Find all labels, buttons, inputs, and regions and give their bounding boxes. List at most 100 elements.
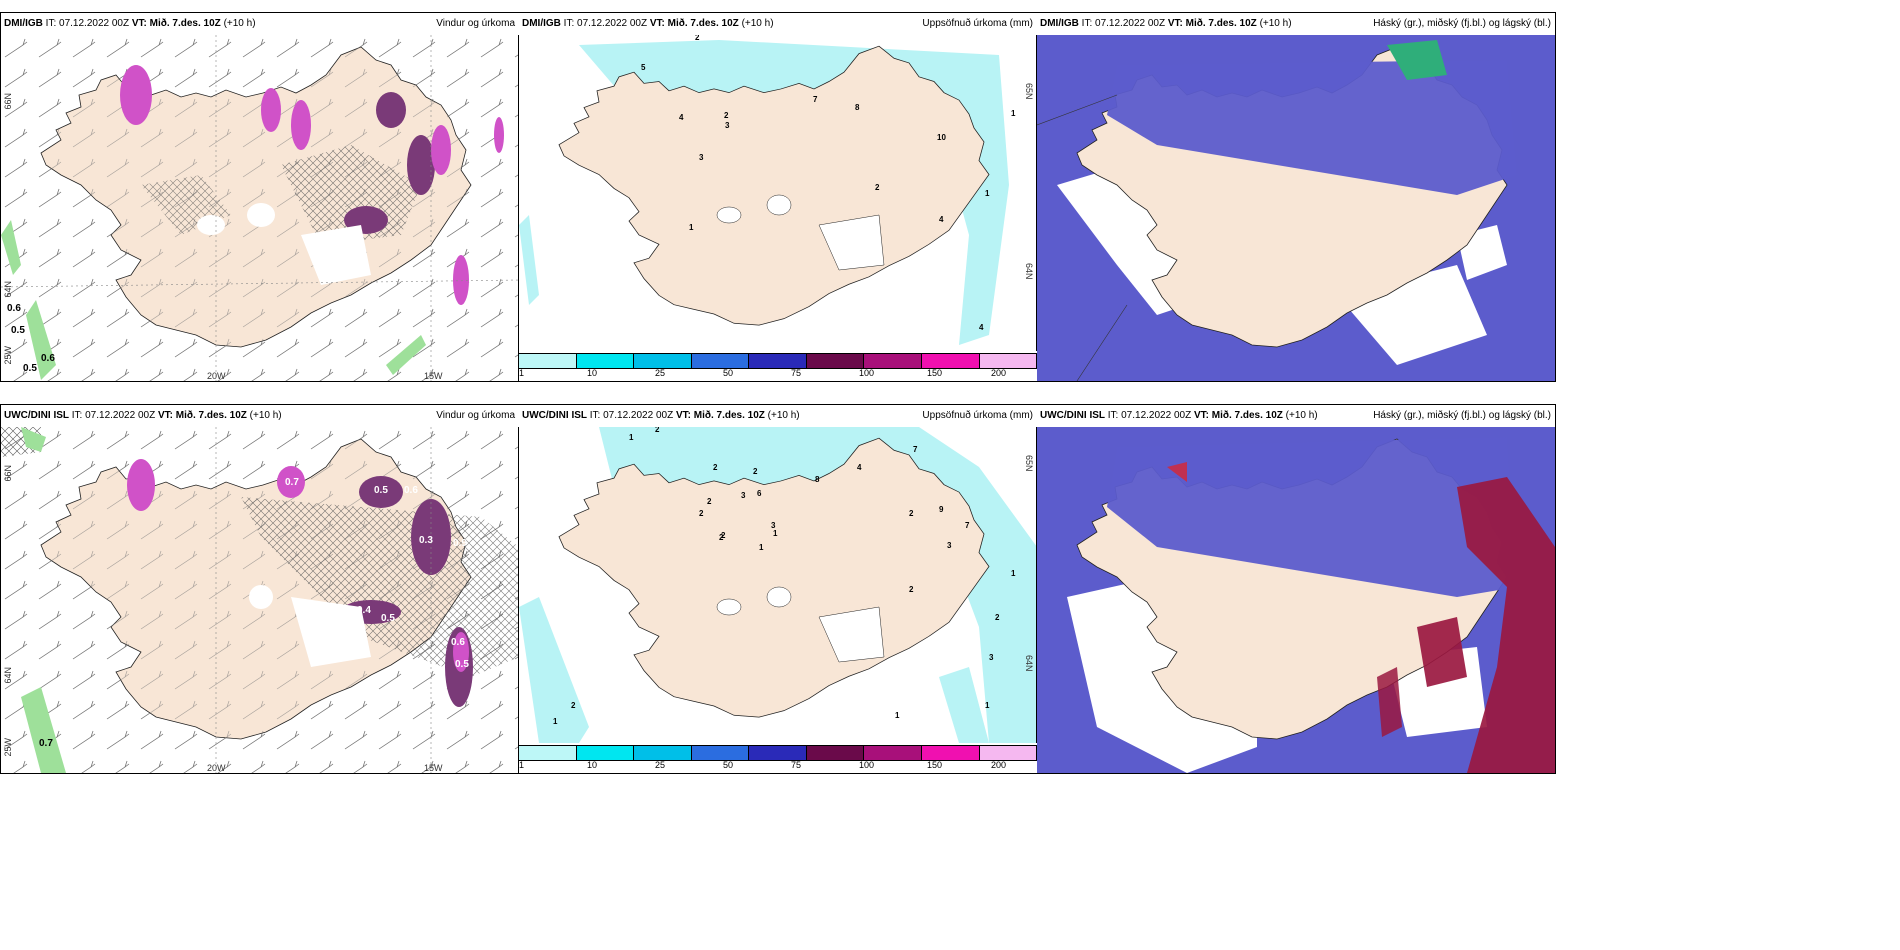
- value-label: 0.6: [7, 303, 21, 314]
- model-name: DMI/IGB: [4, 18, 43, 29]
- colorbar-swatches: [519, 353, 1037, 369]
- panel-wind-precip-uwc: UWC/DINI ISL IT: 07.12.2022 00Z VT: Mið.…: [0, 404, 520, 774]
- colorbar-label: 200: [991, 760, 1007, 770]
- colorbar-label: 100: [859, 760, 875, 770]
- panel-header: DMI/IGB IT: 07.12.2022 00Z VT: Mið. 7.de…: [519, 13, 1037, 35]
- value-label: 0.5: [455, 659, 469, 670]
- panel-header: UWC/DINI ISL IT: 07.12.2022 00Z VT: Mið.…: [1037, 405, 1555, 427]
- colorbar-swatch: [749, 354, 807, 368]
- value-label: 4: [679, 113, 684, 122]
- init-time: 07.12.2022 00Z: [85, 410, 156, 421]
- it-label: IT:: [1107, 410, 1119, 421]
- colorbar-label: 150: [927, 760, 943, 770]
- value-label: 9: [939, 505, 944, 514]
- value-label: 0.7: [285, 477, 299, 488]
- init-time: 07.12.2022 00Z: [1121, 410, 1192, 421]
- value-label: 7: [965, 521, 970, 530]
- init-time: 07.12.2022 00Z: [603, 410, 674, 421]
- lat-label: 65N: [1024, 455, 1034, 472]
- value-label: 2: [699, 509, 704, 518]
- panel-header: DMI/IGB IT: 07.12.2022 00Z VT: Mið. 7.de…: [1037, 13, 1555, 35]
- value-label: 4: [939, 215, 944, 224]
- precip-colorbar: 1 10 25 50 75 100 150 200 400: [519, 743, 1037, 773]
- colorbar-label: 25: [655, 368, 666, 378]
- colorbar-label: 1: [519, 368, 525, 378]
- value-label: 3: [947, 541, 952, 550]
- value-label: 2: [695, 33, 700, 42]
- value-label: 1: [689, 223, 694, 232]
- wind-precip-map: [1, 427, 519, 773]
- value-label: 3: [699, 153, 704, 162]
- colorbar-swatch: [519, 746, 577, 760]
- vt-label: VT:: [157, 410, 173, 421]
- value-label: 3: [989, 653, 994, 662]
- colorbar-swatch: [691, 354, 750, 368]
- colorbar-label: 10: [587, 760, 598, 770]
- map-area: [1, 427, 519, 773]
- it-label: IT:: [1081, 18, 1093, 29]
- map-area: [1, 35, 519, 381]
- value-label: 1: [629, 433, 634, 442]
- lon-label-15w: 15W: [424, 763, 443, 773]
- vt-label: VT:: [1167, 18, 1183, 29]
- value-label: 8: [815, 475, 820, 484]
- value-label: 1: [895, 711, 900, 720]
- colorbar-label: 25: [655, 760, 666, 770]
- valid-time: Mið. 7.des. 10Z: [1211, 410, 1283, 421]
- map-area: [519, 35, 1037, 351]
- value-label: 1: [553, 717, 558, 726]
- lon-label-25w: 25W: [3, 346, 13, 365]
- valid-time: Mið. 7.des. 10Z: [175, 410, 247, 421]
- value-label: 3: [771, 521, 776, 530]
- panel-title: Háský (gr.), miðský (fj.bl.) og lágský (…: [1373, 18, 1551, 29]
- it-label: IT:: [45, 18, 57, 29]
- lat-label: 64N: [1024, 263, 1034, 280]
- value-label: 0.6: [451, 637, 465, 648]
- panel-title: Uppsöfnuð úrkoma (mm): [922, 410, 1033, 421]
- it-label: IT:: [589, 410, 601, 421]
- colorbar-swatch: [519, 354, 577, 368]
- colorbar-label: 50: [723, 368, 734, 378]
- lat-label: 65N: [1024, 83, 1034, 100]
- colorbar-swatch: [634, 746, 692, 760]
- value-label: 0.5: [374, 485, 388, 496]
- value-label: 1: [985, 701, 990, 710]
- lead-time: (+10 h): [249, 410, 282, 421]
- lat-label-66n: 66N: [3, 93, 13, 110]
- vt-label: VT:: [675, 410, 691, 421]
- value-label: 7: [813, 95, 818, 104]
- value-label: 0.5: [23, 363, 37, 374]
- value-label: 0.7: [39, 738, 53, 749]
- value-label: 2: [721, 531, 726, 540]
- clouds-map: [1037, 427, 1555, 773]
- lon-label-20w: 20W: [207, 371, 226, 381]
- lat-label-66n: 66N: [3, 465, 13, 482]
- vt-label: VT:: [131, 18, 147, 29]
- value-label: 2: [571, 701, 576, 710]
- value-label: 8: [855, 103, 860, 112]
- value-label: 10: [937, 133, 946, 142]
- value-label: 2: [875, 183, 880, 192]
- value-label: 0.9: [453, 538, 467, 549]
- colorbar-label: 200: [991, 368, 1007, 378]
- accum-precip-map: [519, 35, 1037, 351]
- valid-time: Mið. 7.des. 10Z: [693, 410, 765, 421]
- colorbar-swatch: [806, 354, 865, 368]
- colorbar-swatches: [519, 745, 1037, 761]
- accum-precip-map: [519, 427, 1037, 743]
- colorbar-swatch: [979, 746, 1037, 760]
- init-time: 07.12.2022 00Z: [59, 18, 130, 29]
- colorbar-swatch: [634, 354, 692, 368]
- colorbar-label: 150: [927, 368, 943, 378]
- panel-header: UWC/DINI ISL IT: 07.12.2022 00Z VT: Mið.…: [519, 405, 1037, 427]
- colorbar-swatch: [979, 354, 1037, 368]
- panel-clouds-uwc: UWC/DINI ISL IT: 07.12.2022 00Z VT: Mið.…: [1036, 404, 1556, 774]
- value-label: 6: [757, 489, 762, 498]
- colorbar-label: 75: [791, 368, 802, 378]
- value-label: 0.4: [357, 605, 371, 616]
- value-label: 4: [979, 323, 984, 332]
- colorbar-labels: 1 10 25 50 75 100 150 200 400: [519, 368, 1037, 380]
- colorbar-label: 100: [859, 368, 875, 378]
- value-label: 0.3: [419, 535, 433, 546]
- panel-header: UWC/DINI ISL IT: 07.12.2022 00Z VT: Mið.…: [1, 405, 519, 427]
